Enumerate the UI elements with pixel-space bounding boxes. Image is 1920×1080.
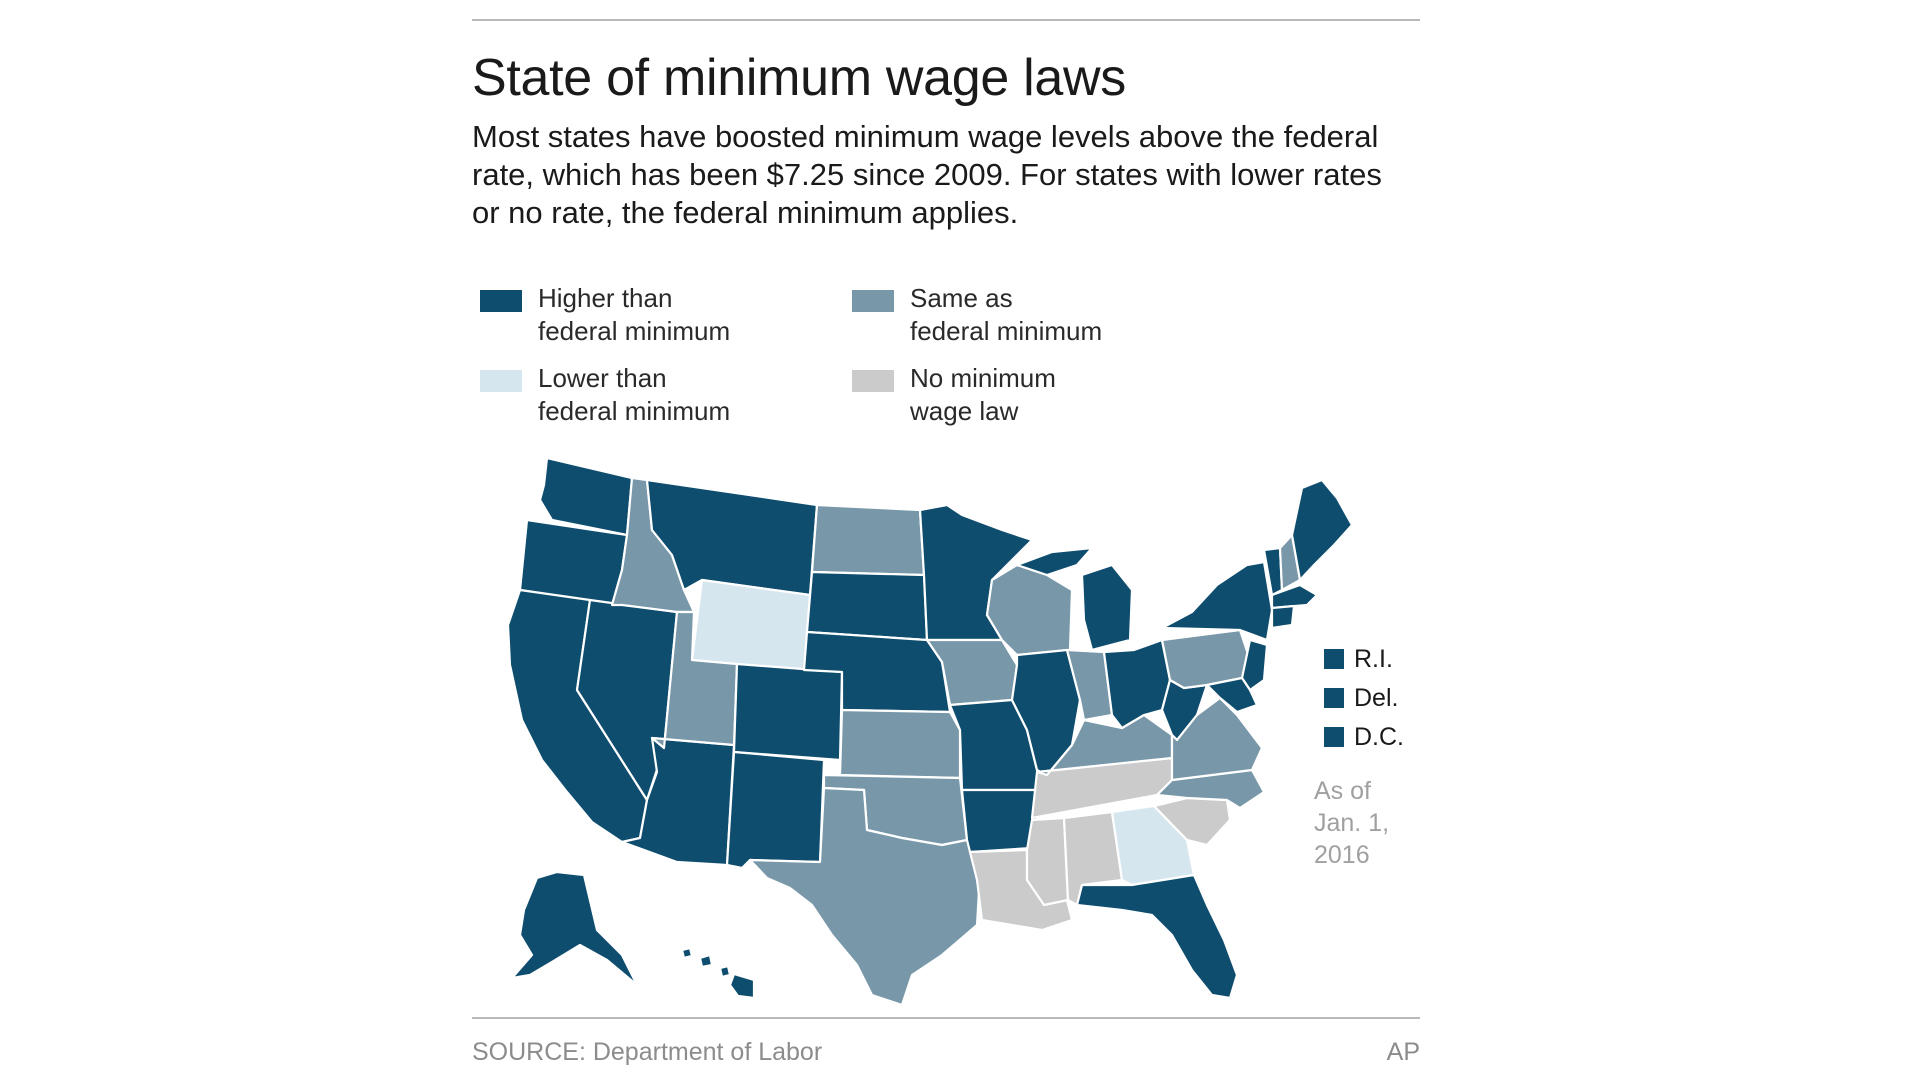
state-ak [510,870,639,987]
source-credit: SOURCE: Department of Labor [472,1038,823,1066]
state-me [1290,478,1354,582]
state-tx [748,786,982,1007]
as-of-line2: Jan. 1, [1314,809,1390,837]
state-fl [1075,873,1239,1000]
legend-label-lower-line1: Lower than [538,363,667,393]
legend-label-same: Same as federal minimum [910,282,1180,348]
legend-label-higher-line2: federal minimum [538,316,731,346]
small-state-dc-swatch [1324,727,1344,747]
bottom-rule [472,1017,1420,1019]
state-ma [1270,583,1319,610]
state-in [1065,648,1114,722]
small-state-dc-label: D.C. [1354,723,1404,751]
subtitle: Most states have boosted minimum wage le… [472,119,1382,230]
state-sd [805,570,929,642]
as-of-note: As of Jan. 1, 2016 [1314,775,1424,871]
state-mi [1015,546,1134,652]
state-nd [810,503,926,577]
small-state-ri-label: R.I. [1354,645,1393,673]
legend-swatch-none [852,370,894,392]
state-nm [725,750,826,870]
state-ny [1160,560,1274,642]
state-wy [690,578,812,674]
small-state-de-swatch [1324,688,1344,708]
state-hi [680,946,756,1000]
legend-label-higher: Higher than federal minimum [538,282,808,348]
page-title: State of minimum wage laws [472,49,1127,107]
infographic: State of minimum wage laws Most states h… [472,0,1420,1080]
legend-label-higher-line1: Higher than [538,283,673,313]
state-ks [838,708,962,780]
small-state-ri-swatch [1324,649,1344,669]
us-map-svg [506,456,1354,1007]
legend-label-none: No minimum wage law [910,362,1180,428]
as-of-line1: As of [1314,777,1371,805]
legend-swatch-same [852,290,894,312]
state-oh [1102,638,1172,730]
legend-label-none-line1: No minimum [910,363,1056,393]
legend-swatch-lower [480,370,522,392]
legend-label-lower: Lower than federal minimum [538,362,808,428]
legend-label-same-line1: Same as [910,283,1013,313]
legend-swatch-higher [480,290,522,312]
state-va [1170,696,1264,782]
state-nj [1240,638,1269,692]
legend-label-none-line2: wage law [910,396,1019,426]
legend-label-lower-line2: federal minimum [538,396,731,426]
top-rule [472,19,1420,21]
agency-credit: AP [1386,1038,1420,1066]
state-ct [1270,604,1296,630]
state-co [732,662,844,762]
us-map [472,440,1420,1010]
legend-label-same-line2: federal minimum [910,316,1103,346]
state-md [1205,676,1259,714]
small-state-de-label: Del. [1354,684,1399,712]
as-of-line3: 2016 [1314,841,1370,869]
